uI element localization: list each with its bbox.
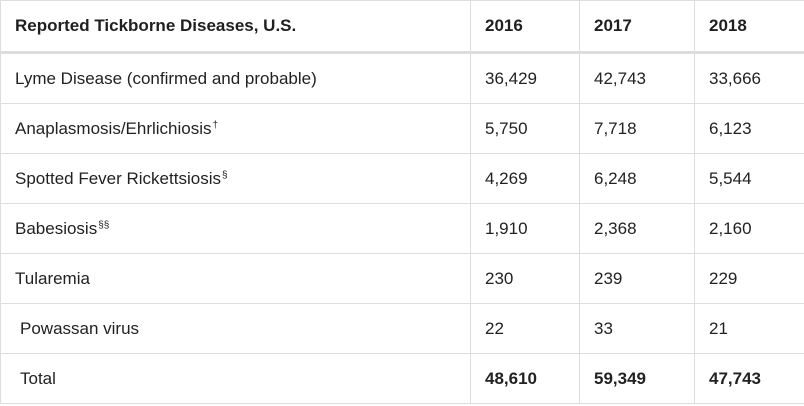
disease-name-cell: Babesiosis§§ bbox=[0, 203, 471, 254]
count-2018: 6,123 bbox=[694, 103, 804, 154]
count-2016: 230 bbox=[470, 253, 580, 304]
count-2018: 33,666 bbox=[694, 52, 804, 104]
disease-name: Anaplasmosis/Ehrlichiosis bbox=[15, 118, 212, 138]
count-2017: 2,368 bbox=[579, 203, 695, 254]
year-header-2017: 2017 bbox=[579, 0, 695, 54]
count-2017: 6,248 bbox=[579, 153, 695, 204]
total-label-cell: Total bbox=[0, 353, 471, 404]
table-row: Lyme Disease (confirmed and probable) 36… bbox=[0, 52, 804, 104]
count-2016: 4,269 bbox=[470, 153, 580, 204]
total-2016: 48,610 bbox=[470, 353, 580, 404]
disease-name: Lyme Disease (confirmed and probable) bbox=[15, 68, 317, 88]
count-2017: 42,743 bbox=[579, 52, 695, 104]
disease-name: Babesiosis bbox=[15, 218, 98, 238]
disease-name: Tularemia bbox=[15, 268, 90, 288]
count-2016: 36,429 bbox=[470, 52, 580, 104]
disease-name: Spotted Fever Rickettsiosis bbox=[15, 168, 221, 188]
year-header-2016: 2016 bbox=[470, 0, 580, 54]
count-2017: 7,718 bbox=[579, 103, 695, 154]
table-row: Powassan virus 22 33 21 bbox=[0, 303, 804, 354]
table-header-row: Reported Tickborne Diseases, U.S. 2016 2… bbox=[0, 0, 804, 54]
disease-name-cell: Anaplasmosis/Ehrlichiosis† bbox=[0, 103, 471, 154]
disease-name: Powassan virus bbox=[20, 318, 140, 338]
count-2017: 33 bbox=[579, 303, 695, 354]
count-2016: 1,910 bbox=[470, 203, 580, 254]
count-2018: 229 bbox=[694, 253, 804, 304]
total-row: Total 48,610 59,349 47,743 bbox=[0, 353, 804, 404]
total-label: Total bbox=[20, 368, 56, 388]
count-2018: 2,160 bbox=[694, 203, 804, 254]
count-2016: 5,750 bbox=[470, 103, 580, 154]
table-title-header: Reported Tickborne Diseases, U.S. bbox=[0, 0, 471, 54]
year-header-2018: 2018 bbox=[694, 0, 804, 54]
count-2018: 21 bbox=[694, 303, 804, 354]
count-2018: 5,544 bbox=[694, 153, 804, 204]
count-2016: 22 bbox=[470, 303, 580, 354]
table-row: Anaplasmosis/Ehrlichiosis† 5,750 7,718 6… bbox=[0, 103, 804, 154]
disease-name-cell: Powassan virus bbox=[0, 303, 471, 354]
table-row: Tularemia 230 239 229 bbox=[0, 253, 804, 304]
disease-name-cell: Spotted Fever Rickettsiosis§ bbox=[0, 153, 471, 204]
disease-name-cell: Tularemia bbox=[0, 253, 471, 304]
disease-name-cell: Lyme Disease (confirmed and probable) bbox=[0, 52, 471, 104]
table-row: Spotted Fever Rickettsiosis§ 4,269 6,248… bbox=[0, 153, 804, 204]
total-2017: 59,349 bbox=[579, 353, 695, 404]
footnote-mark: §§ bbox=[98, 219, 110, 231]
count-2017: 239 bbox=[579, 253, 695, 304]
total-2018: 47,743 bbox=[694, 353, 804, 404]
footnote-mark: † bbox=[212, 119, 219, 131]
table-row: Babesiosis§§ 1,910 2,368 2,160 bbox=[0, 203, 804, 254]
footnote-mark: § bbox=[221, 169, 228, 181]
